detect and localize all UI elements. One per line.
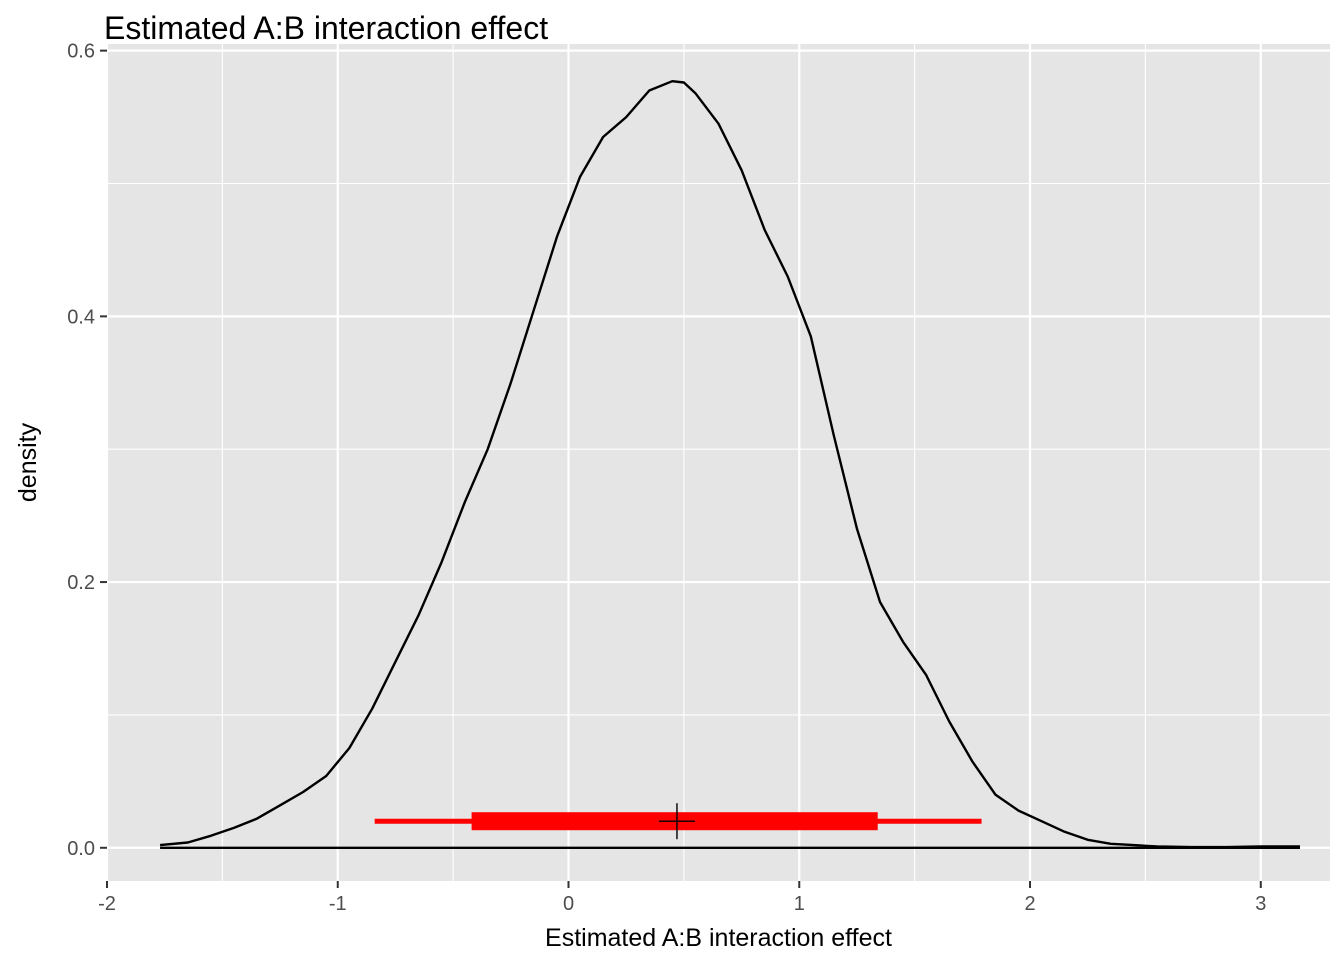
x-tick-label: 0 (563, 893, 574, 915)
y-tick-label: 0.2 (67, 572, 95, 594)
x-tick-label: 1 (794, 893, 805, 915)
y-tick-label: 0.4 (67, 306, 95, 328)
x-tick-label: 2 (1024, 893, 1035, 915)
x-tick-label: -1 (329, 893, 347, 915)
x-tick-label: -2 (98, 893, 116, 915)
y-axis-title: density (14, 422, 42, 502)
plot-panel (107, 44, 1330, 881)
y-tick-label: 0.0 (67, 838, 95, 860)
y-tick-label: 0.6 (67, 41, 95, 63)
x-tick-label: 3 (1255, 893, 1266, 915)
chart-title: Estimated A:B interaction effect (104, 10, 548, 46)
density-curve (159, 80, 1300, 849)
x-axis-title: Estimated A:B interaction effect (545, 924, 892, 952)
